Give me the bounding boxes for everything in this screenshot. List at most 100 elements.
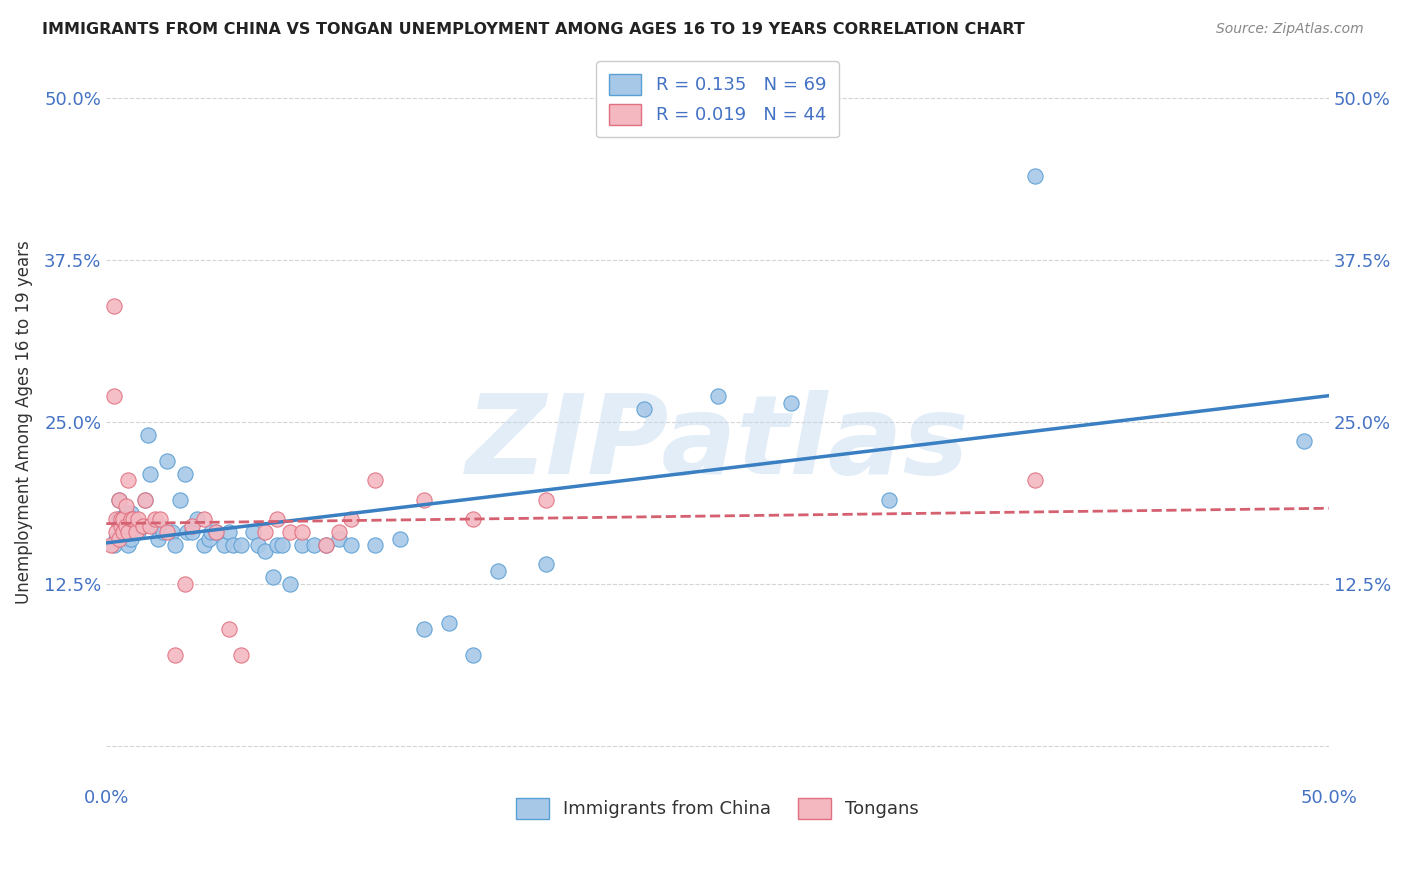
Point	[112, 524, 135, 539]
Point	[122, 512, 145, 526]
Point	[205, 524, 228, 539]
Point	[107, 492, 129, 507]
Point	[229, 538, 252, 552]
Point	[193, 538, 215, 552]
Point	[163, 648, 186, 662]
Point	[107, 492, 129, 507]
Point	[107, 512, 129, 526]
Point	[120, 512, 142, 526]
Point	[633, 402, 655, 417]
Point	[127, 512, 149, 526]
Point	[125, 524, 148, 539]
Point	[186, 512, 208, 526]
Point	[254, 544, 277, 558]
Point	[218, 524, 240, 539]
Point	[315, 538, 337, 552]
Point	[328, 532, 350, 546]
Point	[169, 492, 191, 507]
Point	[115, 506, 138, 520]
Point	[103, 299, 125, 313]
Point	[139, 518, 162, 533]
Point	[115, 518, 138, 533]
Point	[139, 467, 162, 481]
Point	[149, 518, 172, 533]
Point	[146, 532, 169, 546]
Point	[388, 532, 411, 546]
Point	[340, 512, 363, 526]
Point	[103, 538, 125, 552]
Point	[266, 538, 288, 552]
Point	[163, 538, 186, 552]
Point	[129, 518, 152, 533]
Point	[132, 518, 155, 533]
Point	[127, 524, 149, 539]
Point	[152, 524, 174, 539]
Point	[176, 524, 198, 539]
Point	[136, 428, 159, 442]
Point	[120, 524, 142, 539]
Point	[110, 524, 132, 539]
Point	[302, 538, 325, 552]
Point	[105, 532, 128, 546]
Point	[266, 512, 288, 526]
Point	[162, 524, 184, 539]
Point	[115, 518, 138, 533]
Point	[117, 518, 139, 533]
Point	[117, 538, 139, 552]
Point	[134, 492, 156, 507]
Text: IMMIGRANTS FROM CHINA VS TONGAN UNEMPLOYMENT AMONG AGES 16 TO 19 YEARS CORRELATI: IMMIGRANTS FROM CHINA VS TONGAN UNEMPLOY…	[42, 22, 1025, 37]
Point	[278, 524, 301, 539]
Point	[105, 512, 128, 526]
Point	[1024, 169, 1046, 183]
Point	[271, 538, 294, 552]
Point	[156, 524, 179, 539]
Point	[122, 512, 145, 526]
Point	[112, 524, 135, 539]
Point	[132, 518, 155, 533]
Point	[120, 506, 142, 520]
Point	[780, 395, 803, 409]
Point	[413, 492, 436, 507]
Point	[134, 492, 156, 507]
Point	[222, 538, 245, 552]
Text: Source: ZipAtlas.com: Source: ZipAtlas.com	[1216, 22, 1364, 37]
Point	[173, 576, 195, 591]
Point	[117, 524, 139, 539]
Point	[205, 524, 228, 539]
Point	[315, 538, 337, 552]
Point	[103, 389, 125, 403]
Point	[112, 512, 135, 526]
Point	[143, 512, 166, 526]
Point	[536, 558, 558, 572]
Point	[461, 648, 484, 662]
Point	[246, 538, 269, 552]
Point	[706, 389, 728, 403]
Point	[117, 532, 139, 546]
Point	[112, 512, 135, 526]
Point	[291, 524, 314, 539]
Point	[340, 538, 363, 552]
Point	[328, 524, 350, 539]
Point	[173, 467, 195, 481]
Point	[110, 518, 132, 533]
Point	[107, 532, 129, 546]
Text: ZIPatlas: ZIPatlas	[465, 391, 969, 497]
Point	[143, 518, 166, 533]
Point	[486, 564, 509, 578]
Point	[212, 538, 235, 552]
Point	[364, 538, 387, 552]
Point	[120, 532, 142, 546]
Point	[254, 524, 277, 539]
Point	[1294, 434, 1316, 449]
Point	[149, 512, 172, 526]
Point	[278, 576, 301, 591]
Point	[1024, 473, 1046, 487]
Point	[200, 524, 222, 539]
Point	[117, 473, 139, 487]
Point	[156, 454, 179, 468]
Point	[180, 518, 202, 533]
Point	[180, 524, 202, 539]
Point	[100, 538, 122, 552]
Point	[461, 512, 484, 526]
Point	[115, 499, 138, 513]
